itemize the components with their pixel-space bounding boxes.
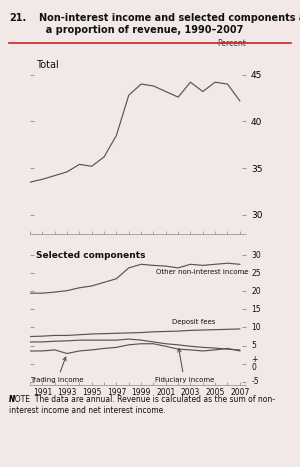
Text: N: N xyxy=(9,395,15,403)
Text: 30: 30 xyxy=(251,251,261,260)
Text: 25: 25 xyxy=(251,269,261,278)
Text: Fiduciary income: Fiduciary income xyxy=(154,349,214,383)
Text: Deposit fees: Deposit fees xyxy=(172,318,215,325)
Text: 21.: 21. xyxy=(9,13,26,23)
Text: Trading income: Trading income xyxy=(30,357,84,383)
Text: 5: 5 xyxy=(251,341,256,350)
Text: Selected components: Selected components xyxy=(37,251,146,260)
Text: NOTE  The data are annual. Revenue is calculated as the sum of non-
interest inc: NOTE The data are annual. Revenue is cal… xyxy=(9,395,275,415)
Text: Percent: Percent xyxy=(217,39,246,48)
Text: Non-interest income and selected components as
  a proportion of revenue, 1990–2: Non-interest income and selected compone… xyxy=(39,13,300,35)
Text: Total: Total xyxy=(37,60,59,71)
Text: 10: 10 xyxy=(251,323,261,332)
Text: -5: -5 xyxy=(251,377,259,386)
Text: +
0: + 0 xyxy=(251,355,258,372)
Text: 15: 15 xyxy=(251,305,261,314)
Text: Other non-interest income: Other non-interest income xyxy=(156,269,248,275)
Text: 20: 20 xyxy=(251,287,261,296)
